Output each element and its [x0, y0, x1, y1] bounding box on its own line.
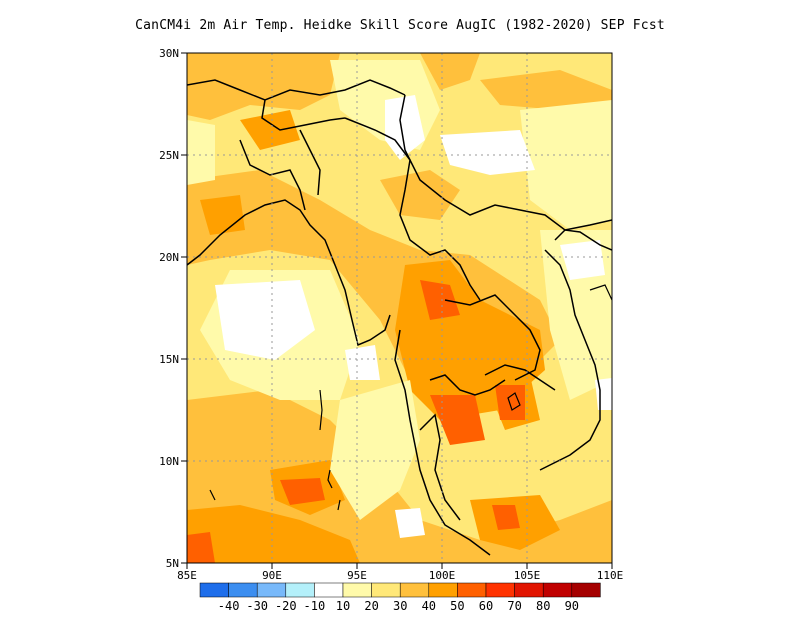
lat-label: 15N — [159, 353, 179, 366]
colorbar-label: -20 — [275, 599, 297, 613]
lon-label: 110E — [597, 569, 624, 582]
graticule — [187, 53, 612, 563]
colorbar: -40 -30 -20 -10 10 20 30 40 50 60 70 80 90 — [199, 582, 601, 613]
heidke-score-field — [187, 53, 612, 563]
colorbar-swatch — [371, 582, 401, 598]
colorbar-swatch — [399, 582, 430, 598]
colorbar-swatch — [199, 582, 229, 598]
colorbar-label: 90 — [565, 599, 579, 613]
colorbar-label: 70 — [507, 599, 521, 613]
colorbar-label: 50 — [450, 599, 464, 613]
colorbar-swatch — [314, 582, 344, 598]
colorbar-swatch — [228, 582, 258, 598]
colorbar-label: -30 — [246, 599, 268, 613]
coastlines — [187, 79, 612, 556]
colorbar-label: 20 — [364, 599, 378, 613]
colorbar-label: 30 — [393, 599, 407, 613]
colorbar-label: -40 — [218, 599, 240, 613]
colorbar-swatch — [285, 582, 315, 598]
lat-label: 25N — [159, 149, 179, 162]
lat-label: 10N — [159, 455, 179, 468]
lon-label: 105E — [514, 569, 541, 582]
colorbar-label: -10 — [304, 599, 326, 613]
colorbar-label: 40 — [422, 599, 436, 613]
colorbar-swatch — [542, 582, 573, 598]
map-frame — [186, 52, 613, 564]
colorbar-swatch — [457, 582, 487, 598]
lon-label: 90E — [262, 569, 282, 582]
lat-label: 5N — [166, 557, 179, 570]
colorbar-label: 80 — [536, 599, 550, 613]
colorbar-swatch — [428, 582, 458, 598]
lon-label: 85E — [177, 569, 197, 582]
colorbar-swatch — [571, 582, 601, 598]
colorbar-swatch — [514, 582, 544, 598]
lat-label: 30N — [159, 47, 179, 60]
lat-label: 20N — [159, 251, 179, 264]
lon-label: 95E — [347, 569, 367, 582]
colorbar-label: 60 — [479, 599, 493, 613]
colorbar-swatch — [485, 582, 515, 598]
colorbar-swatch — [342, 582, 372, 598]
axis-ticks — [181, 52, 613, 569]
colorbar-label: 10 — [336, 599, 350, 613]
colorbar-swatch — [256, 582, 287, 598]
lon-label: 100E — [429, 569, 456, 582]
map-title: CanCM4i 2m Air Temp. Heidke Skill Score … — [135, 18, 665, 33]
